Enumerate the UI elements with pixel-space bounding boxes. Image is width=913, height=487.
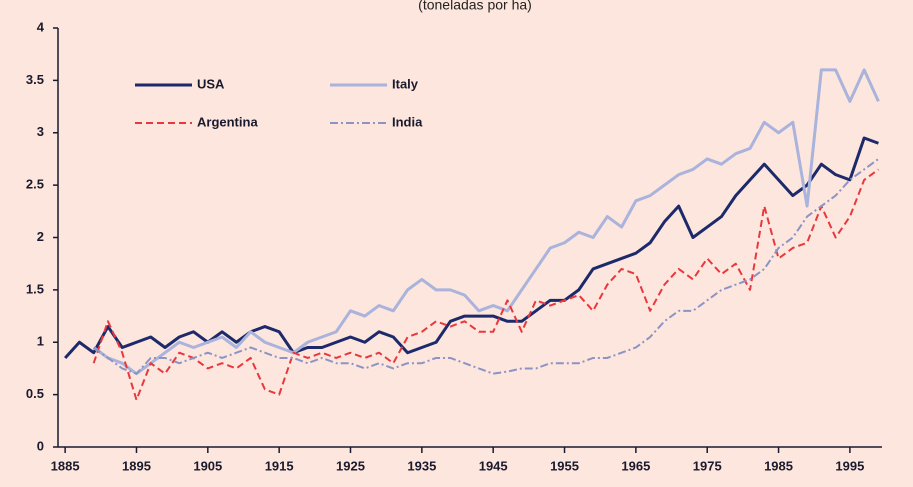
series-line — [64, 136, 879, 359]
x-tick-label: 1975 — [693, 458, 722, 473]
legend-label: Argentina — [197, 114, 258, 129]
y-tick-label: 2.5 — [26, 177, 44, 192]
y-tick-label: 2 — [37, 229, 44, 244]
x-tick-label: 1895 — [122, 458, 151, 473]
x-tick-label: 1985 — [764, 458, 793, 473]
y-tick-label: 3.5 — [26, 72, 44, 87]
series-line — [93, 158, 880, 375]
x-tick-label: 1925 — [336, 458, 365, 473]
y-tick-label: 3 — [37, 124, 44, 139]
legend-label: Italy — [392, 76, 419, 91]
y-tick-label: 0.5 — [26, 386, 44, 401]
chart-subtitle: (toneladas por ha) — [418, 0, 532, 13]
x-tick-label: 1965 — [621, 458, 650, 473]
x-tick-label: 1955 — [550, 458, 579, 473]
x-tick-label: 1915 — [265, 458, 294, 473]
x-tick-label: 1885 — [51, 458, 80, 473]
x-tick-label: 1995 — [835, 458, 864, 473]
y-tick-label: 4 — [37, 19, 45, 34]
y-tick-label: 1 — [37, 334, 44, 349]
series-line — [92, 68, 880, 376]
y-tick-label: 0 — [37, 438, 44, 453]
x-tick-label: 1945 — [479, 458, 508, 473]
x-tick-label: 1905 — [193, 458, 222, 473]
y-tick-label: 1.5 — [26, 281, 44, 296]
legend-label: USA — [197, 76, 225, 91]
legend-label: India — [392, 114, 423, 129]
x-tick-label: 1935 — [407, 458, 436, 473]
series-line — [92, 168, 880, 401]
